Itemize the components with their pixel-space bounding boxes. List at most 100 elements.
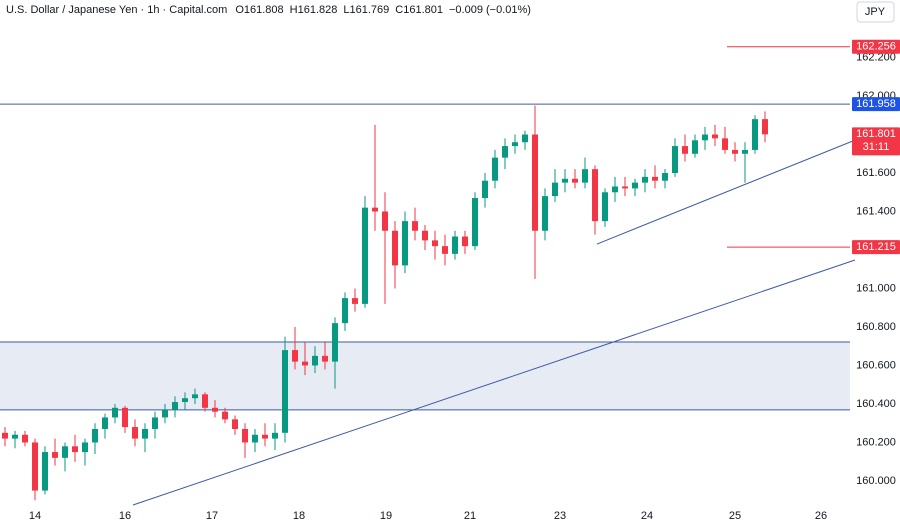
- y-tick-label: 160.400: [856, 398, 896, 410]
- candle-body: [582, 169, 588, 183]
- candle-body: [462, 236, 468, 247]
- candle-body: [602, 192, 608, 222]
- y-tick-label: 160.200: [856, 436, 896, 448]
- candle-body: [682, 146, 688, 154]
- header-value: C161.801: [395, 4, 443, 16]
- trend-line: [596, 139, 856, 245]
- y-tick-label: 161.400: [856, 205, 896, 217]
- candle-body: [302, 361, 308, 366]
- candle-body: [622, 186, 628, 189]
- candle-body: [332, 323, 338, 362]
- candle-body: [292, 350, 298, 362]
- y-tick-label: 160.000: [856, 475, 896, 487]
- candle-body: [22, 434, 28, 443]
- candle-body: [402, 221, 408, 266]
- currency[interactable]: JPY: [865, 6, 886, 18]
- candle-body: [172, 402, 178, 410]
- y-tick-label: 160.800: [856, 321, 896, 333]
- x-tick-label: 23: [554, 510, 566, 522]
- x-tick-label: 24: [641, 510, 653, 522]
- candle-body: [132, 427, 138, 439]
- header-value: H161.828: [290, 4, 338, 16]
- header-value: O161.808: [235, 4, 283, 16]
- candle-body: [72, 446, 78, 453]
- y-tick-label: 160.600: [856, 359, 896, 371]
- candle-body: [372, 207, 378, 212]
- candle-body: [642, 176, 648, 183]
- candle-body: [432, 240, 438, 247]
- countdown: 31:11: [863, 141, 890, 153]
- candle-body: [62, 446, 68, 458]
- candle-body: [162, 409, 168, 418]
- candle-body: [262, 434, 268, 439]
- y-tick-label: 161.600: [856, 167, 896, 179]
- candle-body: [442, 246, 448, 254]
- candle-body: [712, 134, 718, 139]
- candle-body: [282, 350, 288, 433]
- price-label-box: [852, 97, 900, 112]
- x-tick-label: 14: [29, 510, 41, 522]
- candle-body: [152, 417, 158, 429]
- x-tick-label: 25: [729, 510, 741, 522]
- candle-body: [2, 432, 8, 439]
- candle-body: [662, 173, 668, 181]
- candle-body: [732, 149, 738, 154]
- price-label-box: [852, 127, 900, 156]
- candle-body: [182, 398, 188, 403]
- x-tick-label: 16: [119, 510, 131, 522]
- header-value: L161.769: [343, 4, 389, 16]
- price-label-box: [852, 39, 900, 54]
- candle-body: [592, 169, 598, 222]
- candle-body: [312, 355, 318, 366]
- candle-body: [12, 434, 18, 439]
- candle-body: [762, 119, 768, 135]
- candle-body: [42, 452, 48, 491]
- chart-title: U.S. Dollar / Japanese Yen · 1h · Capita…: [6, 4, 227, 16]
- candle-body: [342, 298, 348, 324]
- candle-body: [632, 182, 638, 189]
- candle-body: [752, 119, 758, 150]
- candle-body: [522, 134, 528, 143]
- candle-body: [412, 221, 418, 231]
- candle-body: [202, 394, 208, 408]
- header-value: −0.009 (−0.01%): [449, 4, 531, 16]
- x-tick-label: 17: [206, 510, 218, 522]
- candle-body: [532, 134, 538, 231]
- x-tick-label: 18: [293, 510, 305, 522]
- candle-body: [572, 178, 578, 183]
- candle-body: [722, 138, 728, 150]
- candle-body: [352, 298, 358, 304]
- price-label: 161.801: [856, 128, 896, 140]
- candle-body: [82, 442, 88, 453]
- x-tick-label: 19: [380, 510, 392, 522]
- candle-body: [692, 140, 698, 154]
- x-tick-label: 21: [464, 510, 476, 522]
- price-label: 162.256: [856, 41, 896, 53]
- candle-body: [652, 176, 658, 181]
- currency-box[interactable]: [856, 1, 895, 23]
- candle-body: [102, 417, 108, 429]
- trend-line: [132, 259, 856, 506]
- candle-body: [472, 198, 478, 247]
- price-label-box: [852, 240, 900, 255]
- candle-body: [492, 157, 498, 181]
- candle-body: [742, 149, 748, 154]
- candle-body: [422, 230, 428, 241]
- candle-body: [52, 452, 58, 458]
- candle-body: [672, 146, 678, 174]
- candle-body: [452, 236, 458, 254]
- price-label: 161.958: [856, 98, 896, 110]
- candle-body: [512, 142, 518, 147]
- candle-body: [232, 419, 238, 429]
- candle-body: [542, 196, 548, 231]
- candle-body: [482, 180, 488, 199]
- y-tick-label: 162.200: [856, 51, 896, 63]
- candle-body: [702, 134, 708, 141]
- candle-body: [222, 411, 228, 420]
- candle-body: [612, 186, 618, 193]
- candle-body: [142, 428, 148, 439]
- candle-body: [192, 394, 198, 399]
- candle-body: [272, 432, 278, 439]
- candle-body: [212, 407, 218, 412]
